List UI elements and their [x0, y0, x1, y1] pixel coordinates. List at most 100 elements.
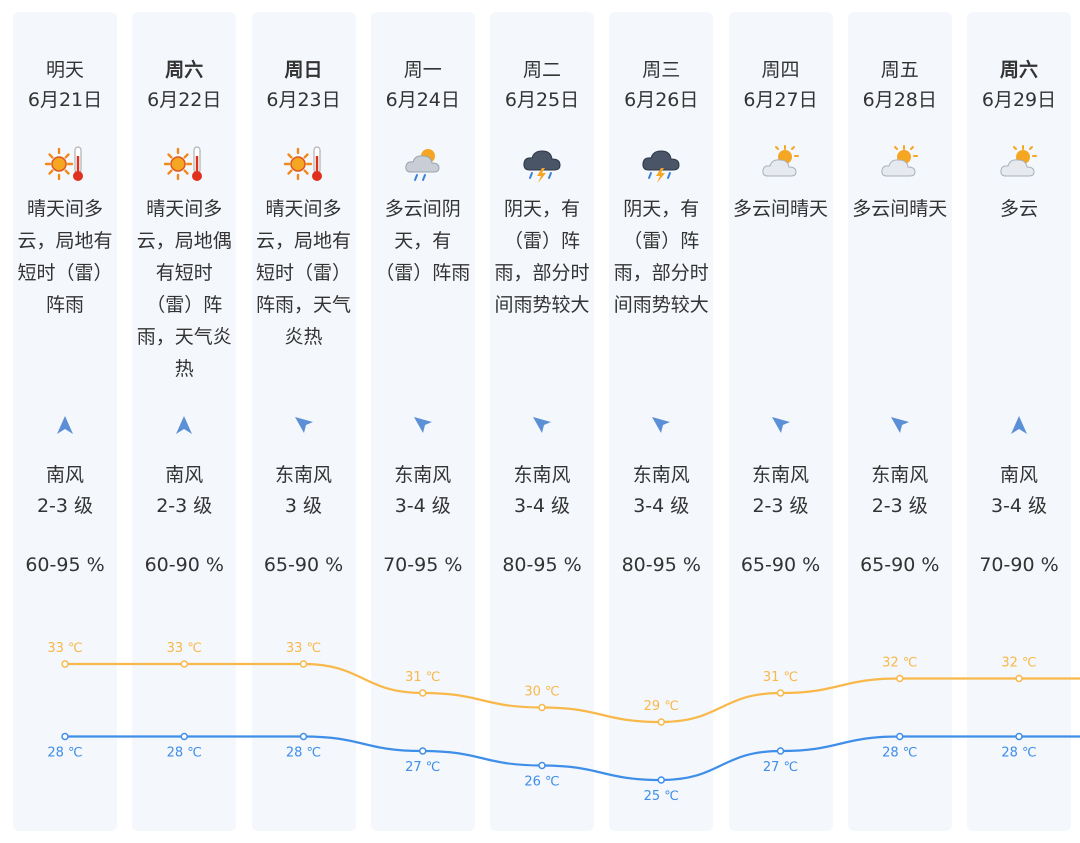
description-line: 间雨势较大 — [494, 294, 590, 316]
weather-description: 多云间晴天 — [848, 193, 952, 225]
wind-direction: 南风 — [45, 464, 84, 486]
wind-arrow-northwest-icon — [729, 414, 833, 438]
description-line: 雨，部分时 — [494, 262, 590, 284]
humidity: 65-90 % — [860, 554, 940, 576]
day-name: 周四 — [761, 59, 800, 81]
description-line: 晴天间多 — [146, 198, 223, 220]
day-column: 周六 6月29日多云南风 3-4 级 70-90 % — [967, 12, 1071, 831]
wind-arrow-north-icon — [13, 414, 117, 438]
day-column: 明天 6月21日 晴天间多 云，局地有 短时（雷） 阵雨 南风 2-3 级 60-95 % — [13, 12, 117, 831]
wind-level: 3-4 级 — [394, 495, 451, 517]
wind-level: 3 级 — [284, 495, 323, 517]
day-column: 周二 6月25日阴天，有 （雷）阵雨，部分时间雨势较大东南风 3-4 级 80-95 % — [490, 12, 594, 831]
humidity: 60-90 % — [144, 554, 224, 576]
wind-level: 3-4 级 — [513, 495, 571, 517]
thunderstorm-icon — [609, 144, 713, 184]
wind-arrow-northwest-icon — [371, 414, 475, 438]
cloudy-rain-icon — [371, 144, 475, 184]
wind-level: 2-3 级 — [871, 495, 928, 517]
sunny-hot-icon — [13, 144, 117, 184]
day-name: 周日 — [284, 59, 323, 81]
description-line: 阵雨 — [45, 294, 84, 316]
day-date: 6月27日 — [743, 89, 818, 111]
description-line: 短时（雷） — [17, 262, 113, 284]
wind-level: 3-4 级 — [633, 495, 690, 517]
day-date: 6月28日 — [862, 89, 937, 111]
humidity: 65-90 % — [740, 554, 821, 576]
wind-level: 2-3 级 — [36, 495, 94, 517]
wind-level: 2-3 级 — [752, 495, 809, 517]
day-name: 周一 — [403, 59, 442, 81]
weather-description: 阴天，有 （雷）阵雨，部分时间雨势较大 — [609, 193, 713, 321]
description-line: 云，局地偶 — [136, 230, 232, 252]
partly-cloudy-icon — [848, 144, 952, 184]
sunny-hot-icon — [252, 144, 356, 184]
humidity: 80-95 % — [502, 554, 582, 576]
day-column: 周五 6月28日多云间晴天东南风 2-3 级 65-90 % — [847, 12, 952, 831]
thunderstorm-icon — [490, 144, 594, 184]
wind-direction: 南风 — [999, 464, 1038, 486]
description-line: 云，局地有 — [255, 230, 351, 252]
humidity: 70-90 % — [979, 554, 1059, 576]
day-date: 6月29日 — [981, 89, 1057, 111]
description-line: 阴天，有 — [503, 198, 580, 220]
day-name: 周二 — [522, 59, 561, 81]
wind-direction: 东南风 — [394, 464, 452, 486]
description-line: 有短时 — [155, 262, 213, 284]
weather-description: 多云 — [967, 193, 1071, 225]
wind-level: 3-4 级 — [990, 495, 1048, 517]
wind-arrow-north-icon — [132, 414, 236, 438]
partly-cloudy-icon — [967, 144, 1071, 184]
description-line: 晴天间多 — [265, 198, 342, 220]
day-name: 周六 — [999, 59, 1038, 81]
day-date: 6月21日 — [27, 89, 103, 111]
day-date: 6月25日 — [504, 89, 580, 111]
humidity: 80-95 % — [621, 554, 701, 576]
description-line: 多云间晴天 — [852, 198, 948, 220]
description-line: 云，局地有 — [17, 230, 113, 252]
day-column: 周一 6月24日 多云间阴 天，有 （雷）阵雨 东南风 3-4 级 70-95 % — [370, 12, 475, 831]
description-line: 多云间阴 — [384, 198, 461, 220]
day-name: 明天 — [45, 59, 84, 81]
description-line: 多云 — [999, 198, 1038, 220]
wind-direction: 东南风 — [751, 464, 809, 486]
day-date: 6月26日 — [624, 89, 699, 111]
description-line: 短时（雷） — [255, 262, 351, 284]
humidity: 65-90 % — [263, 554, 344, 576]
partly-cloudy-icon — [729, 144, 833, 184]
weather-description: 晴天间多 云，局地偶 有短时 （雷）阵 雨，天气炎热 — [132, 193, 236, 385]
day-date: 6月24日 — [385, 89, 460, 111]
wind-arrow-northwest-icon — [252, 414, 356, 438]
description-line: （雷）阵 — [623, 230, 700, 252]
wind-direction: 东南风 — [513, 464, 571, 486]
day-name: 周六 — [165, 59, 204, 81]
wind-direction: 东南风 — [871, 464, 929, 486]
day-name: 周五 — [880, 59, 919, 81]
sunny-hot-icon — [132, 144, 236, 184]
description-line: 阴天，有 — [623, 198, 700, 220]
weather-description: 晴天间多云，局地有短时（雷） 阵雨 — [13, 193, 117, 321]
description-line: （雷）阵 — [503, 230, 580, 252]
wind-arrow-north-icon — [967, 414, 1071, 438]
weather-description: 多云间晴天 — [729, 193, 833, 225]
weather-description: 多云间阴天，有 （雷）阵雨 — [371, 193, 475, 289]
wind-arrow-northwest-icon — [848, 414, 952, 438]
wind-direction: 东南风 — [274, 464, 332, 486]
description-line: 间雨势较大 — [613, 294, 709, 316]
description-line: 阵雨，天气 — [255, 294, 351, 316]
description-line: 多云间晴天 — [732, 198, 828, 220]
description-line: 晴天间多 — [26, 198, 103, 220]
wind-arrow-northwest-icon — [490, 414, 594, 438]
description-line: （雷）阵 — [146, 294, 223, 316]
wind-direction: 东南风 — [632, 464, 690, 486]
weather-description: 晴天间多 云，局地有 短时（雷） 阵雨，天气 炎热 — [252, 193, 356, 353]
day-column: 周日 6月23日 晴天间多 云，局地有 短时（雷） 阵雨，天气 炎热 东南风 3 级 65-90 … — [251, 12, 356, 831]
description-line: 雨，部分时 — [613, 262, 709, 284]
wind-direction: 南风 — [165, 464, 204, 486]
day-column: 周三 6月26日 阴天，有 （雷）阵 雨，部分时 间雨势较大 东南风 3-4 级 80-95 % — [609, 12, 714, 831]
day-column: 周六 6月22日 晴天间多 云，局地偶 有短时 （雷）阵 雨，天气炎热南风 2-3 级 60-9… — [132, 12, 237, 831]
day-column: 周四 6月27日多云间晴天东南风 2-3 级 65-90 % — [728, 12, 833, 831]
description-line: （雷）阵雨 — [375, 262, 471, 284]
description-line: 天，有 — [394, 230, 452, 252]
weather-description: 阴天，有 （雷）阵雨，部分时间雨势较大 — [490, 193, 594, 321]
